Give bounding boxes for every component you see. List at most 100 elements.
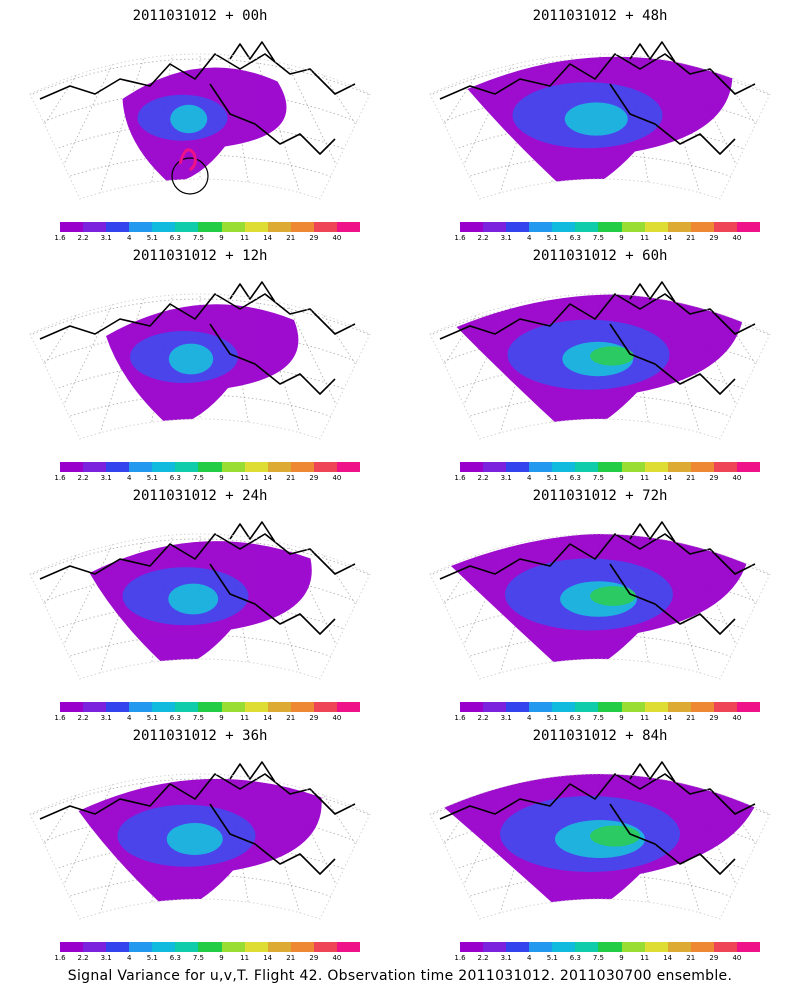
map-boundary [29, 293, 371, 440]
colorbar-swatch [221, 462, 245, 472]
colorbar-tick-label: 3.1 [100, 714, 112, 722]
polar-map [29, 761, 371, 920]
colorbar-swatch [175, 222, 199, 232]
colorbar-tick-label: 5.1 [146, 234, 158, 242]
variance-field [89, 541, 312, 670]
map-panel: 2011031012 + 24h 1.6 2.2 3.1 4 5.1 6.3 7.5 9 11 14… [0, 480, 400, 722]
colorbar-tick-label: 40 [332, 954, 342, 962]
colorbar-swatch [506, 222, 530, 232]
colorbar-tick-label: 7.5 [592, 954, 605, 962]
colorbar-tick-label: 21 [286, 954, 296, 962]
colorbar-tick-label: 21 [286, 474, 296, 482]
colorbar-tick-label: 4 [526, 714, 532, 722]
colorbar-swatch [152, 462, 176, 472]
observation-circle [171, 157, 209, 195]
colorbar-swatch [152, 942, 176, 952]
latitude-arc [430, 666, 770, 679]
colorbar-tick-label: 3.1 [100, 234, 112, 242]
colorbar-tick-label: 6.3 [169, 714, 181, 722]
colorbar-tick-label: 7.5 [592, 234, 605, 242]
map-panel: 2011031012 + 36h 1.6 2.2 3.1 4 5.1 6.3 7.5 9 11 14… [0, 720, 400, 962]
colorbar-tick-label: 3.1 [100, 474, 112, 482]
colorbar-swatch [244, 462, 268, 472]
colorbar-swatch [106, 462, 130, 472]
latitude-arc [30, 426, 370, 439]
colorbar-tick-label: 21 [286, 234, 296, 242]
colorbar-tick-label: 11 [640, 954, 650, 962]
colorbar-tick-label: 21 [686, 234, 696, 242]
colorbar-swatch [644, 462, 668, 472]
panel-title: 2011031012 + 00h [132, 8, 268, 24]
variance-contour-high [168, 583, 219, 615]
colorbar-swatch [152, 222, 176, 232]
colorbar-tick-label: 29 [309, 714, 319, 722]
colorbar-tick-label: 11 [240, 234, 250, 242]
colorbar-swatch [598, 462, 622, 472]
variance-contour-high [564, 102, 628, 136]
colorbar-swatch [336, 942, 361, 952]
colorbar-tick-label: 4 [126, 714, 132, 722]
colorbar-tick-label: 40 [332, 234, 342, 242]
colorbar-swatch [129, 462, 153, 472]
colorbar-tick-label: 3.1 [100, 954, 112, 962]
colorbar-swatch [460, 462, 484, 472]
colorbar-tick-label: 9 [619, 474, 624, 482]
colorbar [60, 462, 361, 472]
map-panel: 2011031012 + 48h 1.6 2.2 3.1 4 5.1 6.3 7.5 9 11 14… [400, 0, 800, 242]
colorbar-swatch [621, 462, 645, 472]
colorbar-tick-label: 6.3 [569, 234, 581, 242]
colorbar-swatch [713, 222, 737, 232]
colorbar-swatch [106, 942, 130, 952]
panel-title: 2011031012 + 60h [532, 248, 668, 264]
colorbar-swatch [106, 702, 130, 712]
colorbar-swatch [244, 222, 268, 232]
colorbar-tick-label: 3.1 [500, 954, 512, 962]
colorbar-swatch [483, 462, 507, 472]
colorbar-tick-label: 7.5 [192, 954, 205, 962]
colorbar-swatch [244, 702, 268, 712]
variance-contour-high [170, 104, 208, 134]
variance-contour-peak [590, 346, 634, 366]
colorbar-swatch [313, 702, 337, 712]
colorbar-swatch [313, 222, 337, 232]
colorbar-swatch [644, 702, 668, 712]
colorbar-tick-label: 14 [663, 234, 673, 242]
colorbar-tick-label: 11 [640, 234, 650, 242]
figure-caption: Signal Variance for u,v,T. Flight 42. Ob… [67, 968, 733, 984]
latitude-arc [430, 186, 770, 199]
variance-contour-peak [590, 586, 636, 606]
colorbar-swatch [129, 702, 153, 712]
colorbar-swatch [60, 702, 84, 712]
colorbar-tick-label: 40 [332, 714, 342, 722]
colorbar-tick-label: 40 [732, 234, 742, 242]
colorbar-tick-label: 5.1 [546, 954, 558, 962]
colorbar-swatch [336, 702, 361, 712]
colorbar-tick-label: 6.3 [169, 474, 181, 482]
latitude-arc [430, 906, 770, 919]
colorbar-swatch [460, 222, 484, 232]
colorbar-tick-label: 4 [526, 954, 532, 962]
colorbar-swatch [621, 702, 645, 712]
flight-track [178, 148, 197, 172]
colorbar-tick-label: 4 [126, 474, 132, 482]
colorbar-tick-label: 21 [686, 954, 696, 962]
colorbar-tick-label: 11 [240, 954, 250, 962]
colorbar-swatch [529, 222, 553, 232]
colorbar-swatch [483, 942, 507, 952]
colorbar [60, 942, 361, 952]
colorbar-swatch [267, 462, 291, 472]
colorbar-tick-label: 11 [240, 474, 250, 482]
colorbar-tick-label: 1.6 [454, 474, 466, 482]
colorbar-swatch [644, 222, 668, 232]
colorbar-swatch [290, 942, 314, 952]
map-boundary [429, 773, 771, 920]
colorbar-swatch [83, 702, 107, 712]
map-panel: 2011031012 + 12h 1.6 2.2 3.1 4 5.1 6.3 7.5 9 11 14… [0, 240, 400, 482]
colorbar-swatch [244, 942, 268, 952]
panel-title: 2011031012 + 36h [132, 728, 268, 744]
colorbar-swatch [667, 462, 691, 472]
colorbar-swatch [336, 462, 361, 472]
colorbar-tick-label: 40 [732, 954, 742, 962]
colorbar [460, 702, 761, 712]
latitude-arc [430, 426, 770, 439]
